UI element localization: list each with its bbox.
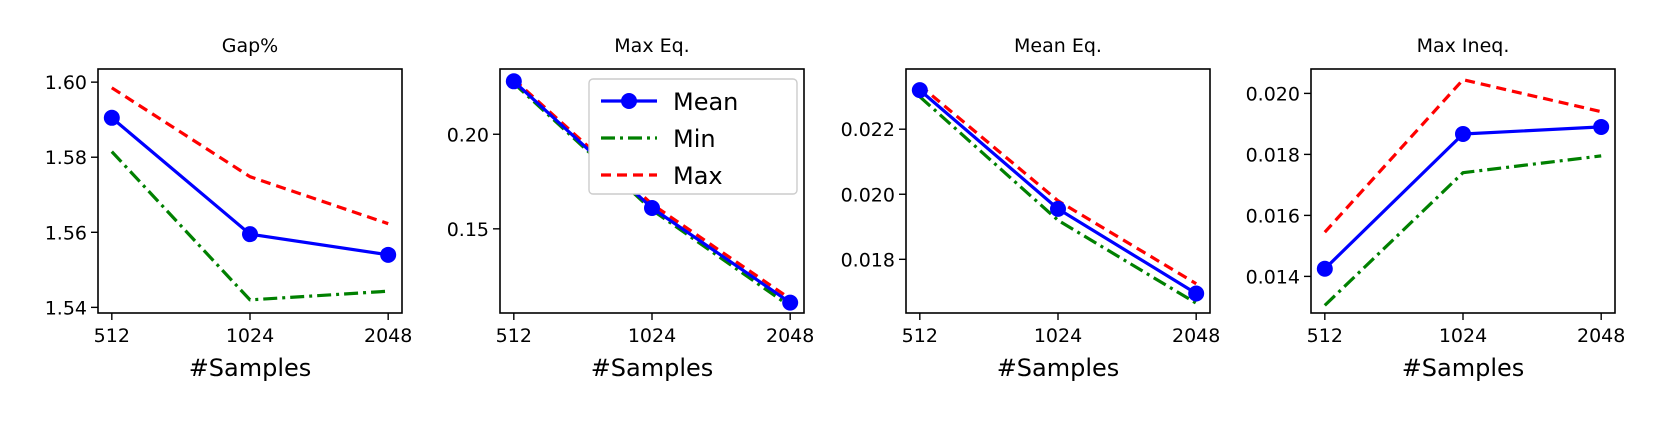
x-tick-label: 512 [902, 325, 938, 347]
x-tick-label: 512 [1307, 325, 1343, 347]
data-point-mean [242, 226, 258, 243]
legend-label-max: Max [673, 162, 723, 190]
data-point-mean [103, 109, 120, 126]
panel-title: Max Ineq. [1417, 35, 1510, 57]
panel-title: Mean Eq. [1014, 35, 1102, 57]
series-line-mean [1323, 125, 1602, 270]
series-line-max [918, 84, 1198, 286]
x-tick-label: 2048 [1577, 325, 1625, 347]
y-tick-label: 1.54 [45, 297, 87, 319]
panel-title: Max Eq. [614, 35, 689, 57]
series-line-min [110, 150, 389, 302]
y-tick-label: 0.15 [447, 219, 489, 241]
y-tick-label: 0.022 [841, 119, 895, 141]
x-tick-label: 2048 [1172, 325, 1220, 347]
data-point-mean [380, 246, 397, 263]
y-tick-label: 0.018 [1246, 144, 1300, 166]
plot-frame [499, 68, 805, 314]
x-tick-label: 2048 [766, 325, 814, 347]
legend-box [588, 78, 798, 195]
x-tick-label: 1024 [628, 325, 676, 347]
legend-label-min: Min [673, 125, 716, 153]
series-line-min [1323, 154, 1602, 307]
chart-panel-3: Mean Eq. 512 1024 2048 0.018 0.020 0.022 #Sampl… [841, 35, 1221, 382]
chart-panel-4: Max Ineq. 512 1024 2048 0.014 0.016 0.018 0.020… [1246, 35, 1626, 382]
series-line-min [918, 95, 1198, 305]
x-axis-label: #Samples [1402, 354, 1525, 382]
panel-title: Gap% [222, 35, 278, 57]
chart-panel-2: Max Eq. 512 1024 2048 0.15 0.20 #Samples Mean Mi… [447, 35, 815, 382]
data-point-mean [1593, 118, 1610, 135]
y-tick-label: 0.016 [1246, 205, 1300, 227]
series-line-max [110, 86, 389, 226]
data-point-mean [782, 294, 799, 311]
x-axis-label: #Samples [591, 354, 714, 382]
x-tick-label: 2048 [364, 325, 412, 347]
plot-frame [1310, 68, 1616, 314]
x-axis-label: #Samples [189, 354, 312, 382]
plot-frame [97, 68, 403, 314]
data-point-mean [505, 73, 522, 90]
data-point-mean [1316, 260, 1333, 277]
legend-marker-mean [621, 93, 637, 109]
plot-frame [905, 68, 1211, 314]
y-tick-label: 0.014 [1246, 266, 1300, 288]
y-tick-label: 1.56 [45, 222, 87, 244]
data-point-mean [1050, 200, 1066, 217]
series-line-max [512, 78, 792, 301]
y-tick-label: 0.018 [841, 249, 895, 271]
x-tick-label: 1024 [226, 325, 274, 347]
x-tick-label: 1024 [1034, 325, 1082, 347]
data-point-mean [1455, 125, 1471, 142]
x-tick-label: 512 [496, 325, 532, 347]
legend-label-mean: Mean [673, 88, 738, 116]
x-axis-label: #Samples [997, 354, 1120, 382]
y-tick-label: 0.20 [447, 124, 489, 146]
data-point-mean [911, 82, 928, 99]
legend: Mean Min Max [588, 78, 798, 195]
x-tick-label: 512 [94, 325, 130, 347]
y-tick-label: 0.020 [841, 184, 895, 206]
y-tick-label: 1.60 [45, 72, 87, 94]
series-line-max [1323, 78, 1602, 234]
x-tick-label: 1024 [1439, 325, 1487, 347]
data-point-mean [1188, 285, 1205, 302]
data-point-mean [644, 200, 660, 217]
y-tick-label: 1.58 [45, 147, 87, 169]
chart-panel-1: Gap% 512 1024 2048 1.54 1.56 1.58 1.60 #Samples [45, 35, 413, 382]
y-tick-label: 0.020 [1246, 83, 1300, 105]
